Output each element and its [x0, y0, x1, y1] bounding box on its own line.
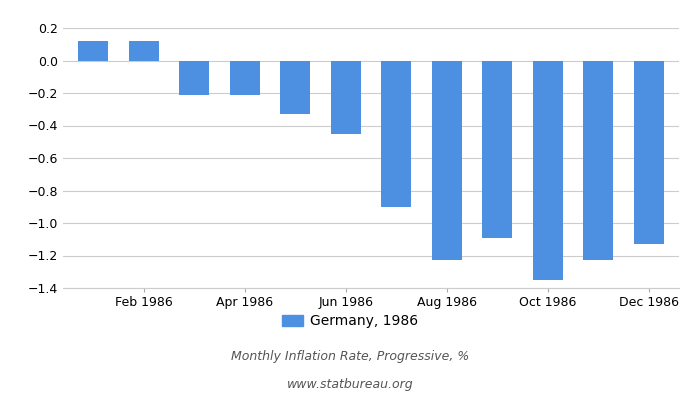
Bar — [280, 60, 310, 114]
Bar — [230, 60, 260, 95]
Bar — [482, 60, 512, 238]
Bar — [583, 60, 613, 260]
Text: www.statbureau.org: www.statbureau.org — [287, 378, 413, 391]
Bar — [381, 60, 412, 207]
Bar — [533, 60, 563, 280]
Bar — [78, 41, 108, 60]
Bar — [179, 60, 209, 95]
Text: Monthly Inflation Rate, Progressive, %: Monthly Inflation Rate, Progressive, % — [231, 350, 469, 363]
Bar — [129, 41, 159, 60]
Bar — [432, 60, 462, 260]
Legend: Germany, 1986: Germany, 1986 — [276, 309, 424, 334]
Bar — [634, 60, 664, 244]
Bar — [330, 60, 361, 134]
